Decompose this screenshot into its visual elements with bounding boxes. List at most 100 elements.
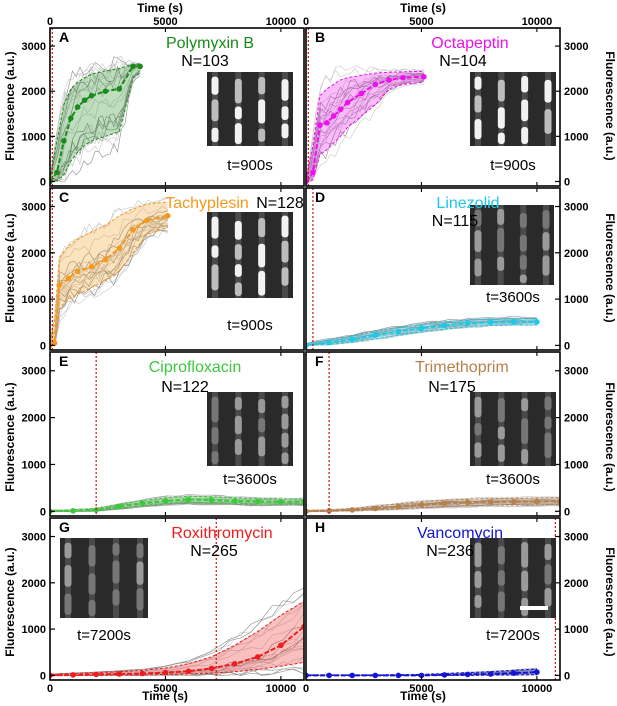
bacterial-cell	[521, 75, 529, 93]
bacterial-cell	[258, 128, 266, 142]
cell-trace	[50, 72, 141, 182]
panel-letter: F	[315, 353, 324, 369]
top-x-tick-label: 5000	[153, 16, 177, 28]
panel-letter: G	[59, 519, 70, 535]
mean-point	[511, 670, 517, 676]
bacterial-cell	[542, 232, 550, 251]
x-tick-label: 5000	[153, 683, 177, 695]
x-tick-label: 0	[47, 683, 53, 695]
upper-bound-line	[50, 63, 141, 180]
bacterial-cell	[64, 593, 72, 615]
mean-point	[441, 500, 448, 507]
bacterial-cell	[281, 215, 289, 238]
drug-title: Trimethoprim	[415, 359, 509, 376]
cell-trace	[306, 79, 424, 182]
bacterial-cell	[88, 600, 96, 616]
cell-trace	[50, 56, 141, 179]
bacterial-cell	[281, 413, 289, 430]
bacterial-cell	[497, 591, 505, 612]
bacterial-cell	[234, 264, 242, 277]
bacterial-cell	[64, 542, 72, 559]
y-label-left-3: Fluorescence (a.u.)	[3, 382, 17, 491]
inset-time-label: t=900s	[490, 157, 535, 174]
panel-frame	[305, 351, 561, 517]
cell-trace	[50, 219, 168, 346]
top-x-tick-label: 0	[303, 16, 309, 28]
mean-point	[81, 97, 88, 103]
mean-point	[162, 669, 169, 676]
mean-point	[395, 503, 402, 510]
bacterial-cell	[234, 244, 242, 260]
mean-point	[208, 665, 215, 672]
mean-point	[395, 672, 402, 679]
top-x-tick-label: 10000	[522, 16, 553, 28]
bacterial-cell	[211, 245, 219, 258]
mean-line	[50, 626, 304, 677]
mean-point	[162, 498, 169, 504]
cell-count: N=175	[428, 379, 476, 396]
plot-area	[50, 587, 304, 679]
cell-trace	[50, 69, 141, 182]
plot-area	[306, 496, 560, 515]
panel-frame	[305, 517, 561, 681]
mean-point	[372, 672, 379, 679]
mean-point	[185, 496, 192, 503]
mean-point	[349, 507, 356, 513]
mean-point	[349, 336, 356, 343]
mean-point	[372, 505, 379, 512]
panel-frame	[305, 187, 561, 351]
upper-bound-line	[50, 495, 304, 511]
mean-point	[254, 654, 261, 660]
panel-h: 0 1000 2000 3000 0 5000 10000 t=7200s H Vancomyci…	[303, 517, 588, 695]
mean-point	[511, 319, 517, 325]
cell-count: N=103	[181, 53, 229, 70]
cell-trace	[50, 64, 141, 181]
mean-point	[487, 671, 494, 677]
bacterial-cell	[519, 254, 527, 270]
bacterial-cell	[211, 76, 219, 95]
y-tick-label: 3000	[564, 532, 588, 544]
confidence-band	[50, 64, 141, 182]
mean-point	[116, 245, 123, 251]
plot-area	[306, 65, 427, 185]
bottom-x-label-left: Time (s)	[142, 689, 188, 703]
mean-line	[50, 498, 304, 513]
cell-trace	[306, 79, 424, 182]
y-tick-label: 2000	[564, 413, 588, 425]
bacterial-cell	[64, 565, 72, 587]
bacterial-cell	[258, 243, 266, 268]
cell-trace	[50, 210, 168, 345]
mean-point	[310, 169, 316, 176]
mean-point	[278, 642, 284, 649]
mean-point	[116, 86, 123, 92]
cell-trace	[50, 55, 141, 179]
cell-trace	[306, 79, 424, 182]
y-tick-label: 0	[40, 340, 46, 352]
drug-title: Linezolid	[436, 195, 499, 212]
cell-count: N=122	[161, 379, 209, 396]
upper-bound-line	[50, 600, 304, 675]
bacterial-cell	[281, 432, 289, 448]
panel-c: 0 1000 2000 3000 t=900s C Tachyplesin N=128	[22, 187, 305, 352]
y-tick-label: 1000	[564, 459, 588, 471]
cell-trace	[306, 324, 537, 346]
mean-point	[395, 328, 402, 335]
mean-point	[70, 672, 76, 678]
lower-bound-line	[306, 324, 537, 346]
bacterial-cell	[474, 209, 482, 227]
y-tick-label: 0	[40, 176, 46, 188]
bacterial-cell	[519, 213, 527, 228]
inset-background	[470, 392, 556, 466]
mean-point	[344, 99, 351, 106]
y-tick-label: 0	[564, 670, 570, 682]
bacterial-cell	[136, 543, 144, 559]
mean-line	[306, 500, 560, 513]
bacterial-cell	[211, 127, 219, 143]
cell-count: N=104	[439, 53, 487, 70]
plot-area	[50, 494, 304, 515]
bacterial-cell	[281, 395, 289, 409]
confidence-band	[50, 201, 168, 346]
cell-count: N=236	[426, 543, 474, 560]
mean-point	[61, 138, 67, 144]
mean-point	[326, 672, 332, 679]
